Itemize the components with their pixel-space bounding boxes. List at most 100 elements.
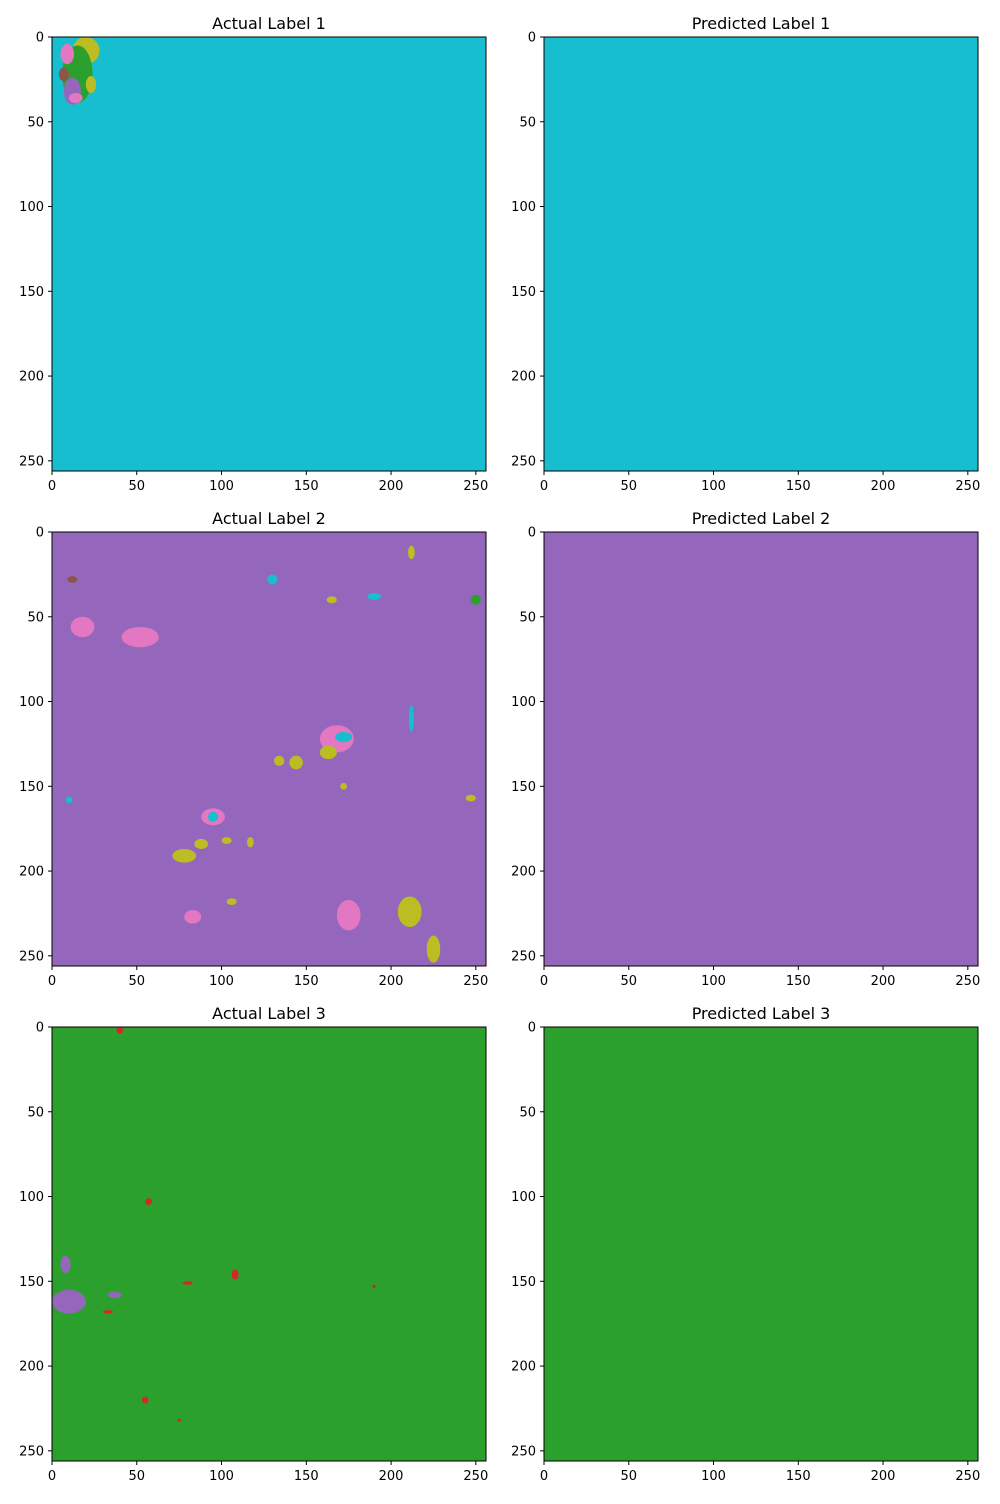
heatmap-region-pink [336, 899, 361, 931]
x-tick-label: 250 [955, 1469, 980, 1484]
x-tick-label: 200 [379, 974, 404, 989]
x-tick-label: 100 [701, 1469, 726, 1484]
y-tick-label: 50 [519, 610, 536, 625]
heatmap-region-pink [68, 92, 83, 104]
heatmap-panel-3: Actual Label 2 0 50 100 150 200 250 0 50 100 150 20… [19, 509, 488, 989]
x-tick-label: 150 [294, 974, 319, 989]
heatmap-region-cyan [408, 704, 414, 733]
heatmap-region-cyan [207, 811, 219, 822]
x-tick-label: 150 [294, 479, 319, 494]
heatmap-region-olive [408, 545, 415, 560]
heatmap-region-olive [274, 755, 285, 766]
x-tick-label: 250 [463, 1469, 488, 1484]
heatmap-background-region [544, 532, 978, 966]
heatmap-panel-1: Actual Label 1 0 50 100 150 200 250 0 50 100 150 20… [19, 14, 488, 494]
x-tick-label: 200 [871, 1469, 896, 1484]
y-tick-label: 50 [27, 115, 44, 130]
y-tick-label: 100 [511, 1190, 536, 1205]
x-tick-label: 100 [209, 974, 234, 989]
axes-frame [51, 36, 487, 472]
heatmap-region-green [470, 594, 481, 605]
axes-frame [543, 531, 979, 967]
x-tick-label: 50 [620, 974, 637, 989]
panel-title: Predicted Label 3 [692, 1004, 831, 1023]
y-tick-label: 200 [19, 370, 44, 385]
panel-title: Predicted Label 1 [692, 14, 831, 33]
x-tick-label: 250 [463, 974, 488, 989]
y-tick-label: 0 [528, 1021, 536, 1036]
y-tick-label: 150 [511, 285, 536, 300]
x-tick-label: 50 [620, 479, 637, 494]
heatmap-region-red [102, 1310, 114, 1314]
x-tick-label: 100 [209, 479, 234, 494]
heatmap-region-red [231, 1269, 239, 1280]
x-tick-label: 0 [540, 479, 548, 494]
y-tick-label: 200 [19, 865, 44, 880]
y-tick-label: 0 [528, 31, 536, 46]
heatmap-region-olive [465, 794, 476, 802]
heatmap-region-red [182, 1281, 193, 1285]
y-tick-label: 100 [511, 200, 536, 215]
y-tick-label: 50 [519, 1105, 536, 1120]
heatmap-regions [65, 545, 481, 963]
y-tick-label: 250 [511, 454, 536, 469]
heatmap-region-pink [184, 910, 202, 924]
x-tick-label: 0 [48, 1469, 56, 1484]
heatmap-region-olive [426, 935, 441, 963]
x-tick-label: 200 [871, 479, 896, 494]
x-tick-label: 50 [128, 479, 145, 494]
y-tick-label: 0 [36, 526, 44, 541]
y-tick-label: 250 [511, 1444, 536, 1459]
heatmap-region-olive [246, 837, 254, 848]
y-tick-label: 250 [19, 454, 44, 469]
heatmap-region-brown [58, 67, 69, 82]
x-tick-label: 100 [701, 974, 726, 989]
y-tick-label: 0 [36, 1021, 44, 1036]
heatmap-region-red [141, 1396, 149, 1404]
panel-grid: Actual Label 1 0 50 100 150 200 250 0 50 100 150 20… [19, 14, 980, 1484]
x-tick-label: 250 [955, 479, 980, 494]
x-tick-label: 150 [786, 974, 811, 989]
x-tick-label: 250 [463, 479, 488, 494]
axes-frame [543, 36, 979, 472]
heatmap-background-region [52, 532, 486, 966]
heatmap-region-purple [107, 1291, 122, 1299]
y-tick-label: 150 [19, 285, 44, 300]
x-tick-label: 150 [786, 479, 811, 494]
y-tick-label: 200 [511, 370, 536, 385]
heatmap-region-pink [70, 616, 95, 638]
x-tick-label: 0 [540, 974, 548, 989]
heatmap-region-olive [172, 849, 197, 863]
heatmap-region-olive [226, 898, 237, 905]
heatmap-region-olive [319, 745, 337, 760]
y-tick-label: 100 [19, 200, 44, 215]
heatmap-regions [58, 37, 100, 105]
heatmap-region-olive [221, 837, 232, 844]
heatmap-background-region [544, 37, 978, 471]
heatmap-background-region [544, 1027, 978, 1461]
heatmap-regions [52, 1027, 376, 1423]
heatmap-region-cyan [65, 796, 73, 804]
heatmap-region-red [177, 1418, 181, 1423]
axes-frame [543, 1026, 979, 1462]
x-tick-label: 200 [379, 1469, 404, 1484]
heatmap-region-olive [194, 838, 208, 850]
heatmap-region-red [372, 1284, 376, 1289]
heatmap-region-olive [397, 896, 422, 928]
heatmap-region-cyan [267, 574, 278, 585]
heatmap-panel-2: Predicted Label 1 0 50 100 150 200 250 0 50 100 15… [511, 14, 980, 494]
x-tick-label: 200 [871, 974, 896, 989]
y-tick-label: 200 [511, 1360, 536, 1375]
heatmap-region-red [145, 1198, 153, 1206]
y-tick-label: 150 [511, 780, 536, 795]
y-tick-label: 100 [19, 695, 44, 710]
axes-frame [51, 1026, 487, 1462]
heatmap-background-region [52, 1027, 486, 1461]
x-tick-label: 250 [955, 974, 980, 989]
y-tick-label: 150 [19, 1275, 44, 1290]
panel-title: Actual Label 2 [212, 509, 326, 528]
axes-frame [51, 531, 487, 967]
panel-title: Predicted Label 2 [692, 509, 831, 528]
y-tick-label: 0 [36, 31, 44, 46]
